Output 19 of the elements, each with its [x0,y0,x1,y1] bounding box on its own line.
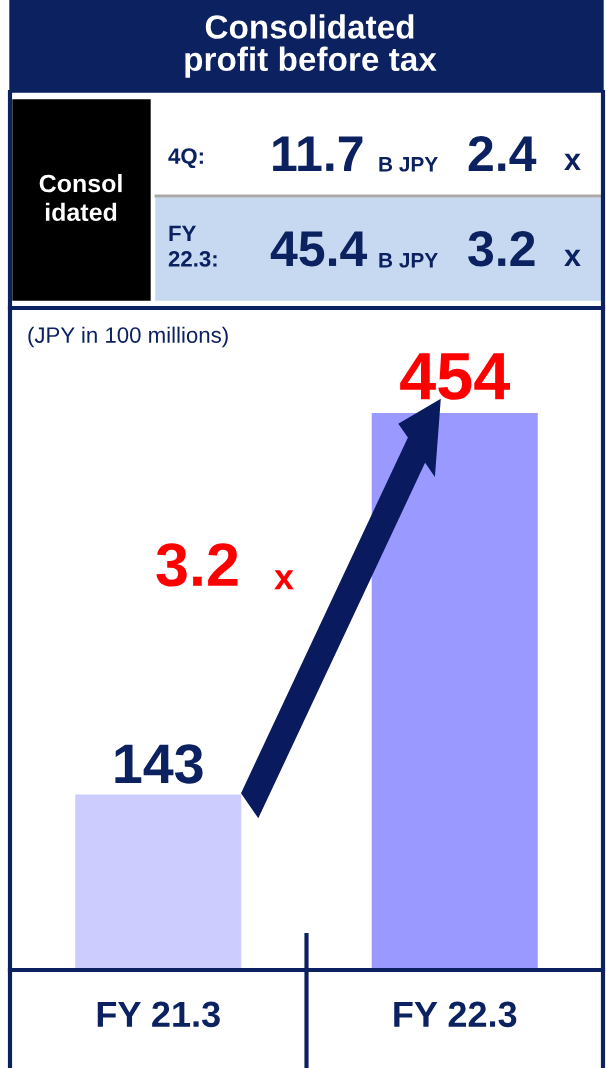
x-tick-label: FY 22.3 [394,1001,517,1028]
text: 2.4 [468,136,537,171]
text: 45.4 [270,231,368,267]
text: x [564,153,581,170]
text: 4Q: [168,148,203,169]
text: (JPY in 100 millions) [28,326,228,348]
x-tick-label: FY 21.3 [97,1001,220,1028]
text: B JPY [379,253,438,268]
chart-title: Consolidated profit before tax [185,14,437,78]
annotation: x [274,570,294,590]
data-label: 143 [115,744,203,784]
text: FY 22.3: [168,225,217,267]
text: 11.7 [273,136,363,171]
text: x [564,249,581,266]
text: 3.2 [468,231,535,267]
annotation: 3.2 [156,543,238,587]
data-label: 454 [400,353,511,400]
text: Consol idated [39,173,122,222]
text: B JPY [379,157,438,172]
